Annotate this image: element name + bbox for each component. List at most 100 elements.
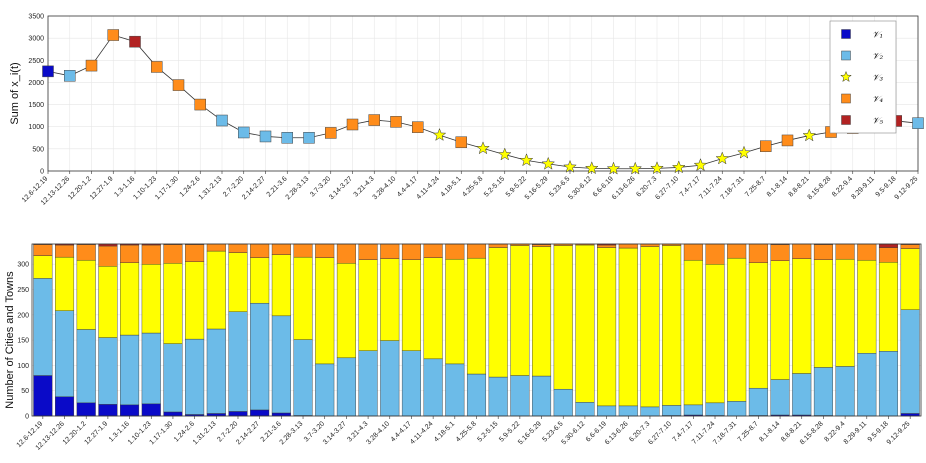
bottom-x-tick-label: 4.25-5.8 xyxy=(455,420,478,443)
legend-marker-square xyxy=(841,29,851,39)
bar-segment-v4 xyxy=(900,244,920,249)
bar-segment-v4 xyxy=(445,243,465,260)
bar-segment-v3 xyxy=(185,261,205,340)
bar-segment-v4 xyxy=(250,243,270,258)
bar-segment-v3 xyxy=(76,259,96,330)
bottom-y-tick-label: 100 xyxy=(17,363,29,370)
bar-segment-v3 xyxy=(683,259,703,406)
top-y-tick-label: 1500 xyxy=(28,102,44,109)
top-x-tick-label: 6.27-7.10 xyxy=(654,175,680,201)
bar-segment-v2 xyxy=(380,340,400,417)
top-x-tick-label: 5.30-6.12 xyxy=(567,175,593,201)
bottom-x-tick-label: 8.1-8.14 xyxy=(758,420,781,443)
data-point-square xyxy=(259,130,272,143)
top-y-tick-label: 3500 xyxy=(28,14,44,21)
bottom-x-tick-label: 6.13-6.26 xyxy=(604,420,630,446)
bottom-y-tick-label: 50 xyxy=(21,388,29,395)
bar-segment-v3 xyxy=(315,257,335,365)
bar-segment-v4 xyxy=(358,243,378,260)
data-point-star xyxy=(541,156,556,170)
data-point-square xyxy=(281,132,293,144)
bar-segment-v2 xyxy=(857,353,877,417)
bar-segment-v3 xyxy=(835,258,855,367)
top-y-tick-label: 0 xyxy=(40,169,44,176)
bar-segment-v2 xyxy=(900,309,920,414)
bottom-x-tick-label: 5.16-5.29 xyxy=(517,420,543,446)
bar-segment-v3 xyxy=(705,264,725,404)
bar-segment-v2 xyxy=(640,406,660,417)
bar-segment-v1 xyxy=(163,411,183,417)
bar-segment-v3 xyxy=(380,258,400,341)
legend-label: 𝒱₅ xyxy=(872,117,883,127)
top-x-tick-label: 8.29-9.11 xyxy=(850,175,876,201)
top-x-tick-label: 3.14-3.27 xyxy=(328,175,354,201)
bar-segment-v3 xyxy=(120,262,140,336)
bar-segment-v4 xyxy=(423,243,443,258)
bar-segment-v2 xyxy=(575,402,595,417)
data-point-square xyxy=(85,59,98,72)
bar-segment-v3 xyxy=(575,244,595,403)
legend-label: 𝒱₂ xyxy=(872,52,883,62)
bar-segment-v3 xyxy=(358,259,378,351)
data-point-square xyxy=(42,65,54,78)
bar-segment-v2 xyxy=(683,404,703,416)
top-x-tick-label: 5.2-5.15 xyxy=(483,175,506,198)
legend-marker-square xyxy=(841,50,851,61)
bar-segment-v2 xyxy=(705,402,725,416)
bar-segment-v4 xyxy=(878,247,898,263)
top-x-tick-label: 5.16-5.29 xyxy=(524,175,550,201)
bar-segment-v1 xyxy=(76,402,96,417)
bar-segment-v4 xyxy=(683,243,703,261)
data-point-star xyxy=(519,153,534,167)
sum-line-chart: 050010001500200025003000350012.6-12.1912… xyxy=(9,14,924,207)
bottom-y-tick-label: 150 xyxy=(17,338,29,345)
top-x-tick-label: 2.28-3.13 xyxy=(285,175,311,201)
data-point-square xyxy=(238,126,250,139)
data-point-star xyxy=(584,161,599,175)
bar-segment-v2 xyxy=(120,334,140,406)
data-point-square xyxy=(107,29,119,41)
top-y-tick-label: 1000 xyxy=(28,124,44,131)
bottom-x-tick-label: 4.18-5.1 xyxy=(433,420,456,443)
bar-segment-v4 xyxy=(401,243,421,260)
bar-segment-v3 xyxy=(792,258,812,374)
bar-segment-v4 xyxy=(466,243,487,259)
top-y-tick-label: 2000 xyxy=(28,80,44,87)
bar-segment-v2 xyxy=(250,302,270,411)
bar-segment-v4 xyxy=(813,244,833,260)
bar-segment-v1 xyxy=(228,411,248,417)
legend-marker-star xyxy=(840,70,852,83)
bar-segment-v4 xyxy=(315,243,335,258)
bar-segment-v4 xyxy=(857,243,877,261)
bar-segment-v2 xyxy=(163,343,183,413)
bar-segment-v3 xyxy=(445,258,465,365)
bottom-x-tick-label: 8.29-9.11 xyxy=(843,420,869,446)
bar-segment-v4 xyxy=(835,243,855,260)
bar-segment-v4 xyxy=(141,244,161,265)
bar-segment-v2 xyxy=(358,350,378,417)
bar-segment-v2 xyxy=(748,387,768,416)
bottom-x-tick-label: 1.17-1.30 xyxy=(148,420,174,446)
bar-segment-v2 xyxy=(792,373,812,416)
bar-segment-v1 xyxy=(55,396,75,417)
bar-segment-v2 xyxy=(228,311,248,412)
bar-segment-v4 xyxy=(380,243,400,259)
bar-segment-v2 xyxy=(618,405,638,417)
bar-segment-v4 xyxy=(770,244,790,261)
bar-segment-v3 xyxy=(423,257,443,360)
data-point-square xyxy=(129,35,141,48)
bar-segment-v3 xyxy=(206,250,226,330)
bottom-x-tick-label: 9.12-9.25 xyxy=(886,420,912,446)
data-point-square xyxy=(455,136,467,148)
bar-segment-v4 xyxy=(206,243,226,252)
bottom-x-tick-label: 8.15-8.28 xyxy=(799,420,825,446)
bar-segment-v3 xyxy=(748,262,768,389)
bar-segment-v3 xyxy=(250,257,270,304)
bar-segment-v2 xyxy=(401,350,421,417)
bar-segment-v2 xyxy=(878,351,898,417)
bottom-x-tick-label: 2.14-2.27 xyxy=(235,420,261,446)
data-point-square xyxy=(325,127,337,139)
legend-marker-square xyxy=(841,93,851,104)
data-point-star xyxy=(693,158,708,172)
